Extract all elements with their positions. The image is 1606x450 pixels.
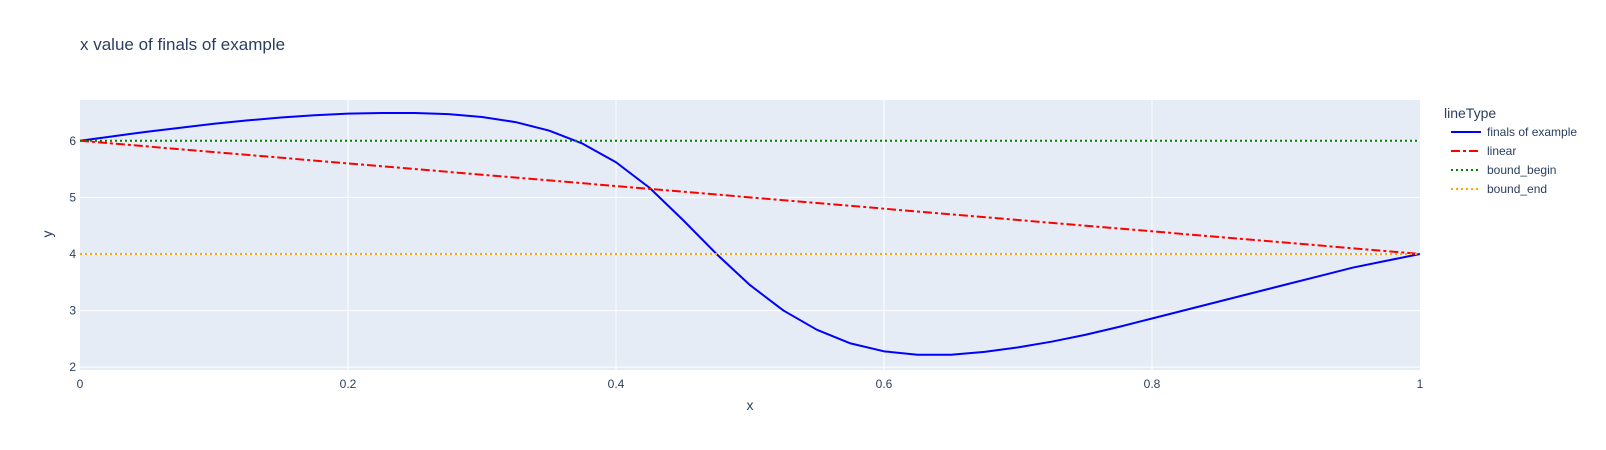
chart-title: x value of finals of example bbox=[80, 35, 285, 54]
series-layer bbox=[79, 112, 1421, 356]
y-tick-label: 2 bbox=[69, 360, 76, 374]
x-tick-label: 0.6 bbox=[876, 377, 893, 391]
y-tick-label: 6 bbox=[69, 134, 76, 148]
y-tick-label: 3 bbox=[69, 304, 76, 318]
x-tick-label: 1 bbox=[1417, 377, 1424, 391]
x-tick-label: 0.4 bbox=[608, 377, 625, 391]
legend-label: bound_end bbox=[1487, 182, 1547, 196]
y-tick-label: 4 bbox=[69, 247, 76, 261]
y-tick-label: 5 bbox=[69, 190, 76, 204]
legend-item[interactable]: finals of example bbox=[1451, 125, 1577, 139]
legend: lineType finals of example linear bound_be… bbox=[1444, 105, 1577, 196]
legend-item[interactable]: bound_end bbox=[1451, 182, 1547, 196]
legend-item[interactable]: bound_begin bbox=[1451, 163, 1556, 177]
x-tick-label: 0.8 bbox=[1144, 377, 1161, 391]
tick-labels: 0 0.2 0.4 0.6 0.8 1 2 3 4 5 6 bbox=[69, 134, 1423, 391]
series-line-finals-of-example bbox=[79, 112, 1421, 356]
x-axis-title: x bbox=[747, 397, 754, 413]
legend-label: bound_begin bbox=[1487, 163, 1556, 177]
legend-label: linear bbox=[1487, 144, 1516, 158]
x-tick-label: 0.2 bbox=[340, 377, 357, 391]
legend-item[interactable]: linear bbox=[1451, 144, 1516, 158]
series-line-linear bbox=[79, 139, 1421, 255]
legend-label: finals of example bbox=[1487, 125, 1577, 139]
y-axis-title: y bbox=[39, 231, 55, 238]
x-tick-label: 0 bbox=[77, 377, 84, 391]
legend-title: lineType bbox=[1444, 105, 1496, 121]
